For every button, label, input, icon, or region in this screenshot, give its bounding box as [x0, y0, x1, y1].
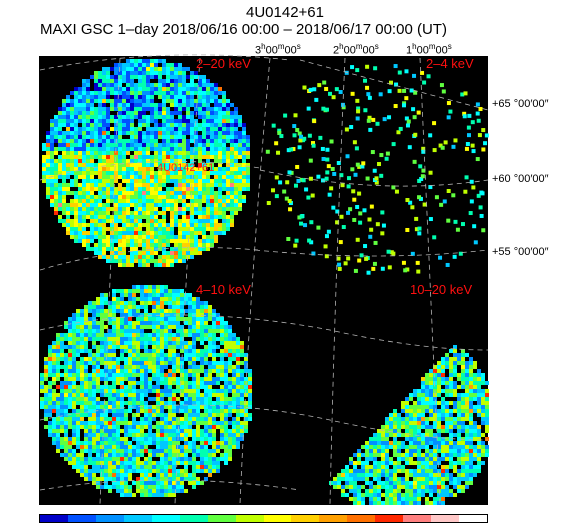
colorbar-step: [403, 515, 432, 522]
colorbar-step: [123, 515, 152, 522]
colorbar-step: [263, 515, 292, 522]
colorbar-step: [431, 515, 460, 522]
colorbar-step: [151, 515, 180, 522]
ra-tick-label-3h: 3h00m00s: [255, 42, 301, 57]
panel-2-4kev-image: [265, 64, 489, 275]
colorbar-step: [319, 515, 348, 522]
panel-2-20kev-image: [42, 59, 250, 267]
colorbar-step: [459, 515, 487, 522]
colorbar: [39, 514, 488, 523]
source-marker-label: 4U0142+61: [157, 162, 215, 174]
colorbar-step: [235, 515, 264, 522]
colorbar-step: [179, 515, 208, 522]
colorbar-step: [207, 515, 236, 522]
chart-title: 4U0142+61: [246, 4, 324, 21]
panel-label-4-10kev: 4–10 keV: [196, 282, 251, 297]
panel-4-10kev-image: [40, 285, 252, 497]
panel-label-10-20kev: 10–20 keV: [410, 282, 473, 297]
dec-tick-label-60: +60 °00′00″: [492, 173, 549, 185]
panel-label-2-20kev: 2–20 keV: [196, 56, 251, 71]
panel-label-2-4kev: 2–4 keV: [426, 56, 474, 71]
colorbar-step: [95, 515, 124, 522]
dec-tick-label-55: +55 °00′00″: [492, 246, 549, 258]
colorbar-step: [347, 515, 376, 522]
dec-tick-label-65: +65 °00′00″: [492, 98, 549, 110]
colorbar-step: [291, 515, 320, 522]
coordinate-grid: [39, 54, 489, 505]
ra-tick-label-1h: 1h00m00s: [406, 42, 452, 57]
colorbar-step: [67, 515, 96, 522]
colorbar-step: [40, 515, 68, 522]
colorbar-step: [375, 515, 404, 522]
ra-tick-label-2h: 2h00m00s: [333, 42, 379, 57]
chart-subtitle: MAXI GSC 1–day 2018/06/16 00:00 – 2018/0…: [40, 21, 447, 38]
